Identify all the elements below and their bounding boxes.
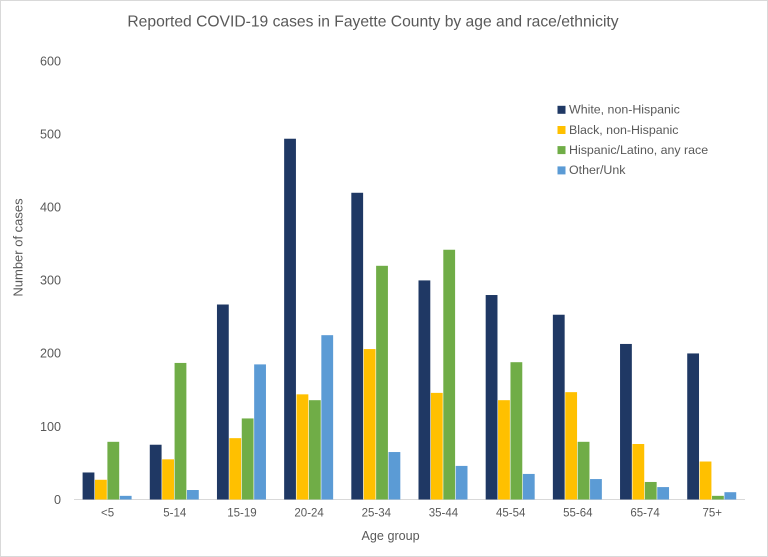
svg-text:100: 100 [40, 420, 61, 434]
svg-text:500: 500 [40, 128, 61, 142]
svg-text:Other/Unk: Other/Unk [569, 163, 626, 177]
svg-text:200: 200 [40, 347, 61, 361]
svg-text:Black, non-Hispanic: Black, non-Hispanic [569, 123, 679, 137]
svg-text:400: 400 [40, 201, 61, 215]
svg-text:300: 300 [40, 274, 61, 288]
svg-text:Reported COVID-19 cases in Fay: Reported COVID-19 cases in Fayette Count… [127, 14, 618, 31]
svg-text:65-74: 65-74 [630, 508, 660, 520]
svg-text:55-64: 55-64 [563, 508, 593, 520]
svg-text:35-44: 35-44 [429, 508, 459, 520]
svg-text:25-34: 25-34 [362, 508, 392, 520]
svg-text:Hispanic/Latino, any race: Hispanic/Latino, any race [569, 143, 708, 157]
svg-text:0: 0 [54, 493, 61, 507]
svg-text:45-54: 45-54 [496, 508, 526, 520]
svg-text:<5: <5 [101, 508, 114, 520]
svg-text:5-14: 5-14 [163, 508, 187, 520]
svg-text:Age group: Age group [362, 529, 420, 543]
svg-text:15-19: 15-19 [227, 508, 256, 520]
svg-text:White, non-Hispanic: White, non-Hispanic [569, 103, 680, 117]
svg-text:75+: 75+ [702, 508, 722, 520]
svg-text:600: 600 [40, 55, 61, 69]
svg-text:20-24: 20-24 [294, 508, 324, 520]
svg-text:Number of cases: Number of cases [11, 198, 26, 297]
